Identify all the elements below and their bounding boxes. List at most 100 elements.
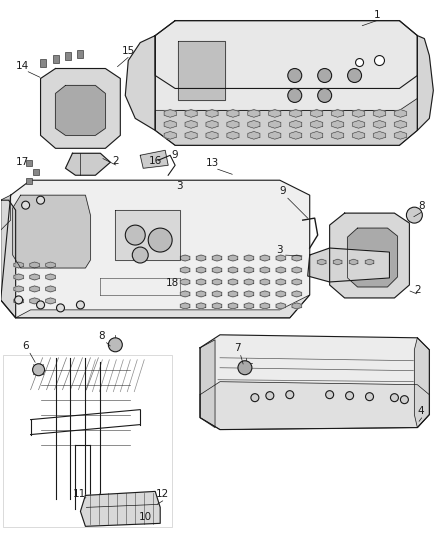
- Text: 16: 16: [148, 156, 162, 166]
- Polygon shape: [212, 303, 222, 309]
- Polygon shape: [14, 262, 23, 268]
- Polygon shape: [30, 274, 39, 280]
- Circle shape: [366, 393, 374, 401]
- Polygon shape: [417, 36, 433, 131]
- Polygon shape: [292, 291, 301, 297]
- Polygon shape: [374, 132, 385, 139]
- Polygon shape: [290, 110, 302, 117]
- Bar: [78, 50, 83, 58]
- Polygon shape: [332, 110, 344, 117]
- Polygon shape: [276, 291, 286, 297]
- Polygon shape: [200, 340, 215, 427]
- Polygon shape: [228, 291, 238, 297]
- Bar: [3, 355, 172, 527]
- Text: 14: 14: [16, 61, 29, 70]
- Circle shape: [148, 228, 172, 252]
- Circle shape: [326, 391, 334, 399]
- Polygon shape: [185, 132, 197, 139]
- Polygon shape: [318, 259, 326, 265]
- Polygon shape: [228, 279, 238, 285]
- Polygon shape: [14, 274, 23, 280]
- Circle shape: [77, 301, 85, 309]
- Circle shape: [108, 338, 122, 352]
- Polygon shape: [180, 291, 190, 297]
- Polygon shape: [196, 255, 206, 261]
- Circle shape: [132, 247, 148, 263]
- Polygon shape: [330, 213, 410, 298]
- Polygon shape: [1, 200, 16, 318]
- Polygon shape: [185, 110, 197, 117]
- Polygon shape: [30, 262, 39, 268]
- Polygon shape: [349, 259, 358, 265]
- Circle shape: [238, 361, 252, 375]
- Polygon shape: [125, 36, 155, 131]
- Circle shape: [400, 395, 408, 403]
- Polygon shape: [155, 21, 417, 146]
- Polygon shape: [228, 255, 238, 261]
- Polygon shape: [248, 120, 260, 128]
- Polygon shape: [14, 286, 23, 292]
- Polygon shape: [333, 259, 342, 265]
- Polygon shape: [260, 291, 270, 297]
- Polygon shape: [394, 132, 406, 139]
- Text: 10: 10: [139, 512, 152, 522]
- Circle shape: [356, 59, 364, 67]
- Circle shape: [390, 394, 399, 402]
- Polygon shape: [227, 132, 239, 139]
- Polygon shape: [140, 150, 168, 168]
- Polygon shape: [227, 110, 239, 117]
- Polygon shape: [164, 110, 176, 117]
- Polygon shape: [178, 41, 225, 100]
- Polygon shape: [16, 295, 310, 318]
- Polygon shape: [196, 291, 206, 297]
- Polygon shape: [276, 279, 286, 285]
- Text: 9: 9: [172, 150, 178, 160]
- Circle shape: [318, 88, 332, 102]
- Circle shape: [318, 69, 332, 83]
- Polygon shape: [292, 255, 301, 261]
- Circle shape: [348, 69, 361, 83]
- Text: 3: 3: [276, 245, 283, 255]
- Polygon shape: [244, 303, 254, 309]
- Text: 9: 9: [279, 186, 286, 196]
- Polygon shape: [115, 210, 180, 260]
- Bar: [39, 59, 46, 67]
- Polygon shape: [13, 195, 90, 268]
- Text: 17: 17: [16, 157, 29, 167]
- Circle shape: [37, 301, 45, 309]
- Polygon shape: [244, 255, 254, 261]
- Polygon shape: [290, 132, 302, 139]
- Polygon shape: [196, 303, 206, 309]
- Text: 2: 2: [112, 156, 119, 166]
- Polygon shape: [311, 110, 323, 117]
- Polygon shape: [206, 120, 218, 128]
- Polygon shape: [353, 110, 364, 117]
- Bar: [25, 160, 32, 166]
- Polygon shape: [260, 303, 270, 309]
- Polygon shape: [260, 279, 270, 285]
- Bar: [66, 52, 71, 60]
- Text: 8: 8: [98, 331, 105, 341]
- Polygon shape: [290, 120, 302, 128]
- Polygon shape: [394, 120, 406, 128]
- Text: 11: 11: [73, 489, 86, 499]
- Polygon shape: [46, 286, 55, 292]
- Polygon shape: [180, 303, 190, 309]
- Polygon shape: [248, 110, 260, 117]
- Polygon shape: [227, 120, 239, 128]
- Polygon shape: [212, 279, 222, 285]
- Polygon shape: [81, 491, 160, 526]
- Circle shape: [251, 394, 259, 402]
- Polygon shape: [212, 291, 222, 297]
- Text: 3: 3: [176, 181, 183, 191]
- Polygon shape: [311, 120, 323, 128]
- Polygon shape: [276, 267, 286, 273]
- Polygon shape: [292, 303, 301, 309]
- Polygon shape: [260, 267, 270, 273]
- Polygon shape: [180, 255, 190, 261]
- Polygon shape: [269, 120, 281, 128]
- Polygon shape: [206, 110, 218, 117]
- Polygon shape: [66, 154, 110, 175]
- Polygon shape: [164, 120, 176, 128]
- Polygon shape: [308, 248, 389, 282]
